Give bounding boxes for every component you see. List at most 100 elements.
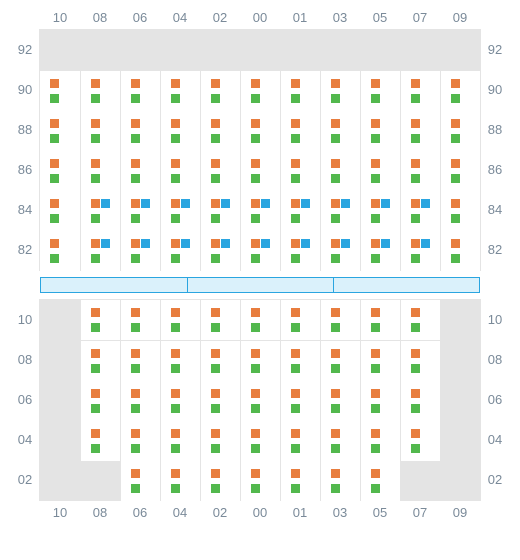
cell: [200, 30, 240, 70]
port-indicator: [371, 79, 380, 88]
port-indicator: [251, 323, 260, 332]
port-indicator: [451, 134, 460, 143]
port-indicator: [50, 174, 59, 183]
port-indicator: [451, 239, 460, 248]
row-label: 02: [11, 460, 39, 500]
separator-segment: [187, 278, 333, 292]
port-indicator: [91, 254, 100, 263]
row-label: 92: [481, 30, 509, 70]
port-indicator: [211, 444, 220, 453]
port-indicator: [91, 404, 100, 413]
port-indicator: [131, 159, 140, 168]
port-indicator: [371, 239, 380, 248]
cell: [360, 461, 400, 501]
port-indicator: [411, 79, 420, 88]
cell: [160, 421, 200, 461]
port-indicator: [171, 364, 180, 373]
cell: [240, 381, 280, 421]
cell: [400, 71, 440, 111]
port-indicator: [131, 484, 140, 493]
port-indicator: [421, 199, 430, 208]
port-indicator: [91, 323, 100, 332]
cell: [440, 341, 480, 381]
cell: [320, 381, 360, 421]
port-indicator: [91, 199, 100, 208]
cell: [360, 71, 400, 111]
port-indicator: [421, 239, 430, 248]
port-indicator: [411, 308, 420, 317]
port-indicator: [91, 444, 100, 453]
port-indicator: [411, 444, 420, 453]
row-label: 82: [11, 230, 39, 270]
port-indicator: [91, 308, 100, 317]
cell: [360, 341, 400, 381]
port-indicator: [50, 119, 59, 128]
port-indicator: [251, 429, 260, 438]
row-label: 92: [11, 30, 39, 70]
cell: [120, 151, 160, 191]
port-indicator: [211, 469, 220, 478]
cell: [200, 191, 240, 231]
cell: [40, 341, 80, 381]
port-indicator: [291, 119, 300, 128]
port-indicator: [131, 94, 140, 103]
cell: [280, 231, 320, 271]
cell: [440, 231, 480, 271]
port-indicator: [251, 389, 260, 398]
port-indicator: [331, 94, 340, 103]
rack-diagram: 1008060402000103050709 929088868482 9290…: [0, 0, 520, 530]
port-indicator: [251, 119, 260, 128]
port-indicator: [171, 444, 180, 453]
port-indicator: [211, 254, 220, 263]
port-indicator: [131, 429, 140, 438]
top-grid: [39, 29, 481, 271]
port-indicator: [301, 199, 310, 208]
row-label: 04: [11, 420, 39, 460]
port-indicator: [221, 239, 230, 248]
cell: [120, 191, 160, 231]
cell: [240, 30, 280, 70]
col-label: 04: [160, 10, 200, 25]
port-indicator: [131, 323, 140, 332]
bottom-col-labels: 1008060402000103050709: [12, 505, 508, 520]
port-indicator: [211, 159, 220, 168]
row-label: 10: [11, 300, 39, 340]
port-indicator: [251, 469, 260, 478]
port-indicator: [451, 254, 460, 263]
port-indicator: [131, 199, 140, 208]
port-indicator: [211, 364, 220, 373]
port-indicator: [371, 199, 380, 208]
port-indicator: [331, 429, 340, 438]
port-indicator: [211, 214, 220, 223]
cell: [440, 30, 480, 70]
port-indicator: [331, 254, 340, 263]
cell: [440, 381, 480, 421]
port-indicator: [341, 239, 350, 248]
cell: [440, 111, 480, 151]
port-indicator: [251, 214, 260, 223]
grid-row: [40, 30, 480, 70]
port-indicator: [291, 239, 300, 248]
port-indicator: [291, 404, 300, 413]
cell: [40, 381, 80, 421]
grid-row: [40, 190, 480, 230]
port-indicator: [171, 404, 180, 413]
bottom-panel: 1008060402 1008060402: [12, 299, 508, 501]
port-indicator: [251, 364, 260, 373]
port-indicator: [331, 308, 340, 317]
col-label: 05: [360, 505, 400, 520]
row-label: 90: [481, 70, 509, 110]
port-indicator: [371, 389, 380, 398]
port-indicator: [50, 94, 59, 103]
grid-row: [40, 70, 480, 110]
grid-row: [40, 460, 480, 500]
grid-row: [40, 340, 480, 380]
port-indicator: [331, 199, 340, 208]
row-label: 84: [11, 190, 39, 230]
cell: [240, 300, 280, 340]
cell: [200, 111, 240, 151]
port-indicator: [50, 199, 59, 208]
col-label: 01: [280, 10, 320, 25]
port-indicator: [211, 389, 220, 398]
port-indicator: [251, 79, 260, 88]
